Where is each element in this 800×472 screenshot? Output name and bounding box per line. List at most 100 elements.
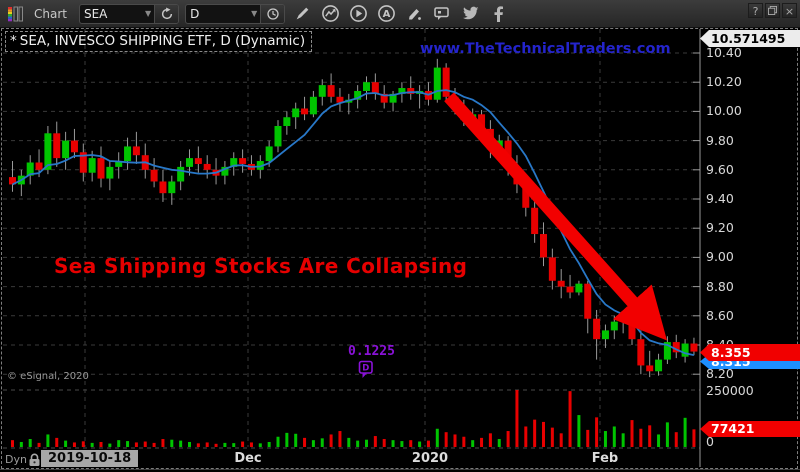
alerts-icon[interactable]: A [375,3,397,25]
volume-bar [488,433,492,447]
candle-body [239,158,247,164]
price-tick-label: 9.80 [706,132,734,148]
dividend-bubble-icon: D [358,360,395,383]
candle-body [168,181,176,194]
volume-bar [471,440,475,447]
candle-body [363,82,370,91]
symbol-dropdown-caret[interactable]: ▼ [144,9,152,18]
twitter-icon[interactable] [459,3,481,25]
price-tick-label: 9.20 [706,220,734,236]
symbol-refresh-button[interactable] [154,4,179,23]
annotation-headline: Sea Shipping Stocks Are Collapsing [54,254,468,278]
volume-bar [524,426,528,447]
last-price-tag: 8.355 [700,344,800,361]
volume-bar [11,440,14,447]
candle-body [265,146,273,162]
candle-body [106,166,114,179]
lock-icon[interactable] [28,452,41,471]
volume-bar [72,442,76,447]
volume-bar [205,442,209,447]
chart-mode-label: Chart [34,6,67,21]
volume-bar [285,432,289,447]
volume-bar [435,428,439,447]
playback-icon[interactable] [347,3,369,25]
price-tick-label: 8.80 [706,278,734,294]
volume-bar [674,432,678,447]
draw-pencil-icon[interactable] [291,3,313,25]
dividend-annotation: 0.1225 D [348,344,395,383]
candle-body [274,126,282,147]
volume-bar [595,417,599,447]
volume-bar [391,440,395,447]
studies-trend-icon[interactable] [319,3,341,25]
volume-bar [90,442,94,447]
start-date-box[interactable]: 2019-10-18 [41,450,139,467]
modified-marker: * [10,33,17,49]
volume-bar [329,434,333,447]
volume-bar [276,436,280,447]
candle-body [681,343,689,357]
price-tick-label: 10.20 [706,74,742,90]
volume-bar [223,442,227,447]
chat-bubble-icon[interactable] [431,3,453,25]
interval-dropdown-caret[interactable]: ▼ [251,9,258,18]
layout-palette-icon[interactable] [4,3,26,25]
chart-title-text: SEA, INVESCO SHIPPING ETF, D (Dynamic) [19,33,306,49]
restore-button[interactable] [765,3,780,18]
time-axis[interactable]: Dyn 2019-10-18 Dec 2020 Feb [0,450,800,469]
volume-bar [612,426,616,447]
candle-body [398,88,406,94]
volume-bar [665,422,669,447]
volume-bar [409,440,413,447]
candle-body [610,321,618,331]
volume-bar [64,440,68,447]
candle-body [690,343,698,352]
candle-body [26,162,34,176]
volume-bar [81,441,85,447]
candle-body [478,114,486,129]
candle-body [44,133,52,170]
volume-bar [356,440,360,447]
volume-bar [621,433,625,447]
candle-body [575,283,583,293]
candle-body [194,158,202,164]
candle-body [548,257,556,281]
price-tick-label: 8.60 [706,307,734,323]
close-button[interactable]: × [782,3,797,18]
candle-body [79,152,87,173]
interval-clock-button[interactable] [260,4,285,23]
volume-bar [657,434,661,447]
volume-bar [117,440,121,447]
volume-bar [249,442,253,447]
marker-tool-icon[interactable] [403,3,425,25]
candle-body [283,117,291,126]
symbol-input[interactable] [79,4,142,23]
volume-bar [320,438,324,447]
price-axis[interactable]: 10.571495 8.315 8.355 77421 250000 0 10.… [700,28,800,472]
volume-bar [188,441,191,447]
interval-input[interactable] [186,4,249,23]
volume-bar [258,443,262,447]
window-controls: ? × [748,3,797,18]
symbol-box: ▼ [78,3,180,24]
volume-bar [426,440,430,447]
help-button[interactable]: ? [748,3,763,18]
candle-body [318,85,326,97]
candle-body [301,108,309,115]
facebook-icon[interactable] [487,3,509,25]
volume-bar [170,439,174,447]
volume-bar [373,436,377,447]
volume-bar [28,439,32,447]
candle-body [132,146,140,156]
volume-bar [400,441,404,447]
month-label: Dec [234,451,262,466]
volume-bar [46,434,50,447]
moving-average-line [12,89,695,356]
volume-bar [37,442,41,447]
volume-bar [453,434,457,447]
candle-body [646,365,654,372]
volume-bar [99,441,103,447]
volume-bar [497,439,501,447]
